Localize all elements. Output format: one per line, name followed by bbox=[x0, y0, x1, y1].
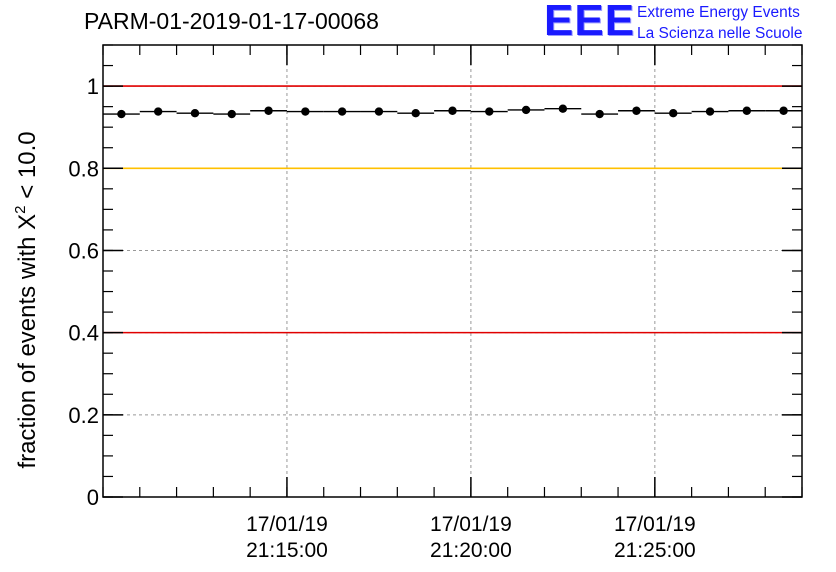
data-point bbox=[411, 109, 420, 118]
y-axis-label-sup: 2 bbox=[12, 205, 29, 213]
data-point bbox=[264, 106, 273, 115]
y-tick-label: 1 bbox=[87, 74, 99, 99]
y-tick-label: 0.6 bbox=[68, 238, 99, 263]
x-tick-date-label: 17/01/19 bbox=[430, 513, 512, 536]
data-point bbox=[705, 107, 715, 116]
y-ticks: 0 0.2 0.4 0.6 0.8 1 bbox=[68, 44, 802, 510]
data-points bbox=[103, 104, 802, 119]
reference-lines bbox=[103, 85, 802, 334]
x-tick-date-label: 17/01/19 bbox=[246, 513, 328, 536]
x-tick-time-label: 21:15:00 bbox=[246, 539, 328, 562]
eee-logo-line1: Extreme Energy Events bbox=[637, 4, 800, 21]
data-point bbox=[742, 106, 752, 115]
data-point bbox=[669, 109, 678, 118]
data-point bbox=[521, 105, 531, 115]
x-tick-time-label: 21:20:00 bbox=[430, 539, 512, 562]
y-tick-label: 0 bbox=[87, 485, 99, 510]
data-point bbox=[337, 107, 347, 116]
eee-logo: EEE Extreme Energy Events La Scienza nel… bbox=[544, 0, 836, 46]
eee-logo-mark: EEE bbox=[544, 0, 636, 45]
data-point bbox=[117, 109, 126, 119]
y-axis-label: fraction of events with X2 < 10.0 bbox=[12, 131, 41, 468]
data-point bbox=[448, 106, 457, 115]
y-tick-label: 0.2 bbox=[68, 403, 99, 428]
data-point bbox=[595, 109, 604, 119]
x-ticks: 17/01/19 21:15:00 17/01/19 21:20:00 17/01/19… bbox=[102, 45, 803, 562]
data-point bbox=[632, 106, 641, 115]
data-point bbox=[374, 107, 384, 116]
data-point bbox=[485, 107, 494, 116]
data-point bbox=[558, 104, 568, 113]
eee-logo-line2: La Scienza nelle Scuole bbox=[637, 25, 803, 42]
y-axis-label-suffix: < 10.0 bbox=[14, 131, 41, 205]
data-point bbox=[190, 109, 200, 118]
y-tick-label: 0.4 bbox=[68, 321, 99, 346]
x-tick-date-label: 17/01/19 bbox=[614, 513, 696, 536]
data-point bbox=[153, 107, 163, 116]
data-point bbox=[301, 107, 310, 116]
y-tick-label: 0.8 bbox=[68, 156, 99, 181]
y-axis-label-prefix: fraction of events with X bbox=[14, 214, 41, 469]
data-point bbox=[779, 106, 788, 115]
data-point bbox=[227, 109, 236, 119]
chart-title: PARM-01-2019-01-17-00068 bbox=[84, 8, 379, 34]
x-tick-time-label: 21:25:00 bbox=[614, 539, 696, 562]
